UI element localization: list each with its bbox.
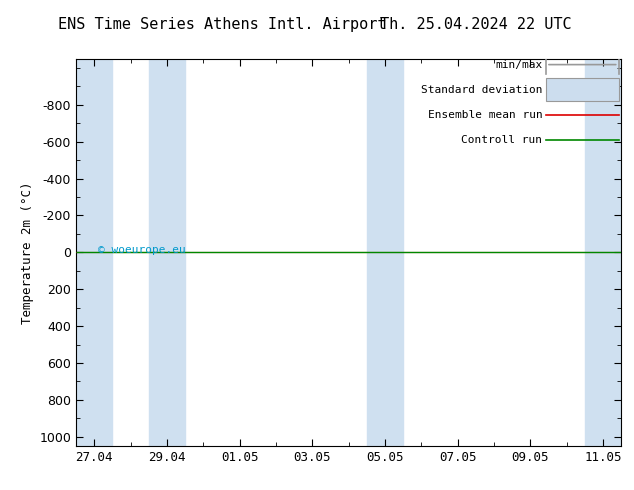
- Text: Standard deviation: Standard deviation: [421, 85, 542, 95]
- Text: © woeurope.eu: © woeurope.eu: [98, 245, 186, 255]
- Bar: [585, 59, 621, 446]
- Text: Ensemble mean run: Ensemble mean run: [427, 110, 542, 120]
- Text: Th. 25.04.2024 22 UTC: Th. 25.04.2024 22 UTC: [380, 17, 571, 32]
- Text: ENS Time Series Athens Intl. Airport: ENS Time Series Athens Intl. Airport: [58, 17, 386, 32]
- Y-axis label: Temperature 2m (°C): Temperature 2m (°C): [21, 181, 34, 323]
- Bar: [367, 59, 403, 446]
- Text: Controll run: Controll run: [462, 135, 542, 145]
- Bar: [76, 59, 112, 446]
- Bar: [149, 59, 185, 446]
- Text: min/max: min/max: [495, 60, 542, 70]
- FancyBboxPatch shape: [546, 78, 619, 101]
